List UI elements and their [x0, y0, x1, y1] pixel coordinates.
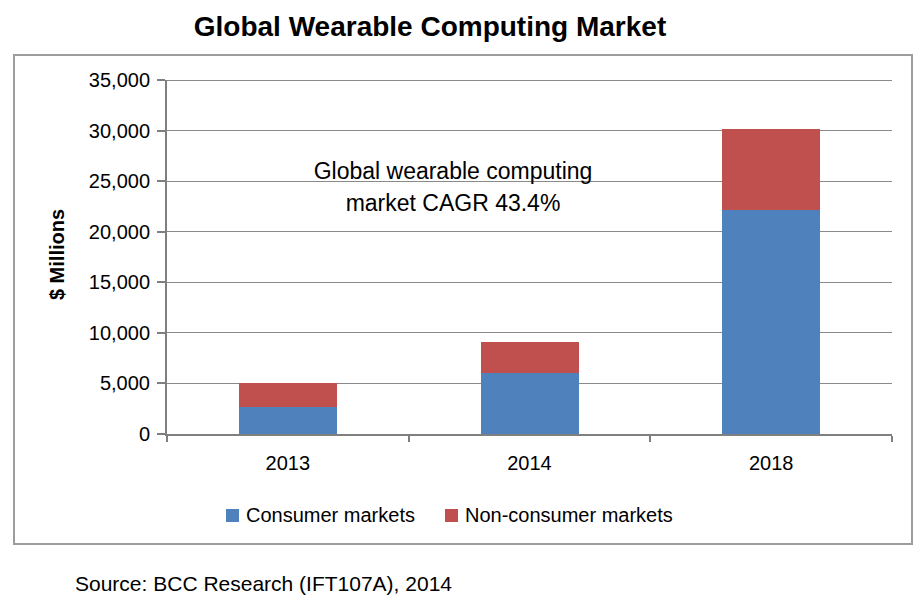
x-axis-label: 2013	[218, 452, 358, 475]
y-axis-tick-label: 35,000	[55, 68, 150, 92]
y-axis-tick-label: 5,000	[55, 371, 150, 395]
annotation: Global wearable computing market CAGR 43…	[253, 155, 653, 219]
legend-label: Consumer markets	[246, 504, 415, 527]
annotation-line-1: Global wearable computing	[253, 155, 653, 187]
legend-item: Non-consumer markets	[445, 504, 673, 527]
y-axis-tick	[157, 433, 165, 435]
gridline	[167, 80, 892, 81]
y-axis-tick	[157, 130, 165, 132]
y-axis-tick-label: 15,000	[55, 270, 150, 294]
x-axis-label: 2018	[701, 452, 841, 475]
x-axis-tick	[891, 436, 893, 442]
y-axis-tick	[157, 231, 165, 233]
chart-title: Global Wearable Computing Market	[13, 11, 847, 43]
source-note: Source: BCC Research (IFT107A), 2014	[75, 572, 452, 596]
plot-area	[167, 80, 892, 434]
y-axis-tick-label: 30,000	[55, 119, 150, 143]
legend-label: Non-consumer markets	[465, 504, 673, 527]
y-axis-tick	[157, 79, 165, 81]
legend-swatch	[445, 509, 458, 522]
bar-segment-non-consumer-markets-2018	[722, 129, 820, 211]
chart-page: Global Wearable Computing Market 0 5,000 1…	[0, 0, 922, 600]
y-axis-tick-label: 0	[55, 422, 150, 446]
bar-segment-consumer-markets-2014	[481, 373, 579, 434]
y-axis-tick-label: 10,000	[55, 321, 150, 345]
x-axis-line	[165, 434, 892, 436]
legend: Consumer markets Non-consumer markets	[226, 504, 673, 527]
y-axis-tick-label: 25,000	[55, 169, 150, 193]
y-axis-tick	[157, 180, 165, 182]
y-axis-tick	[157, 382, 165, 384]
annotation-line-2: market CAGR 43.4%	[253, 187, 653, 219]
x-axis-tick	[408, 436, 410, 442]
y-axis-tick	[157, 281, 165, 283]
y-axis-tick-label: 20,000	[55, 220, 150, 244]
x-axis-tick	[649, 436, 651, 442]
y-axis-title: $ Millions	[46, 190, 69, 320]
bar-segment-consumer-markets-2013	[239, 407, 337, 434]
bar-segment-consumer-markets-2018	[722, 210, 820, 434]
bar-segment-non-consumer-markets-2013	[239, 383, 337, 406]
x-axis-label: 2014	[460, 452, 600, 475]
legend-item: Consumer markets	[226, 504, 415, 527]
legend-swatch	[226, 509, 239, 522]
bar-segment-non-consumer-markets-2014	[481, 342, 579, 373]
x-axis-tick	[166, 436, 168, 442]
y-axis-tick	[157, 332, 165, 334]
